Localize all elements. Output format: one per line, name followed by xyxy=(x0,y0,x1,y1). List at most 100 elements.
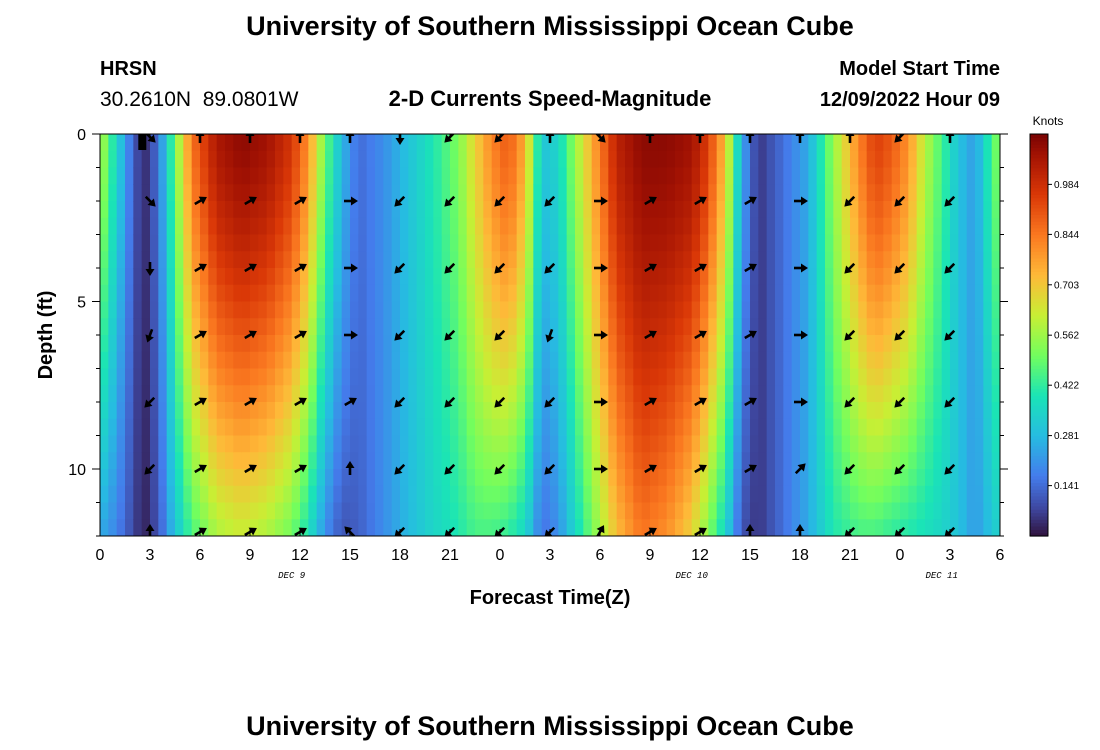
heatmap-cell xyxy=(991,485,1000,504)
heatmap-cell xyxy=(366,402,376,420)
heatmap-cell xyxy=(958,351,968,370)
colorbar-segment xyxy=(1030,281,1048,286)
heatmap-cell xyxy=(858,418,868,437)
heatmap-cell xyxy=(708,134,718,152)
colorbar-segment xyxy=(1030,525,1048,530)
heatmap-cell xyxy=(300,167,309,185)
heatmap-cell xyxy=(350,251,359,269)
heatmap-cell xyxy=(250,150,259,169)
heatmap-cell xyxy=(583,284,593,303)
heatmap-cell xyxy=(400,201,409,219)
heatmap-cell xyxy=(166,284,176,303)
heatmap-cell xyxy=(808,402,818,420)
current-arrow xyxy=(944,329,956,341)
heatmap-cell xyxy=(266,502,276,520)
heatmap-cell xyxy=(108,150,118,169)
heatmap-cell xyxy=(425,502,434,520)
heatmap-cell xyxy=(775,217,784,236)
heatmap-cell xyxy=(550,268,559,286)
heatmap-cell xyxy=(725,301,734,319)
y-tick-label: 10 xyxy=(68,462,86,479)
current-arrow xyxy=(494,396,506,408)
heatmap-cell xyxy=(316,402,326,420)
heatmap-cell xyxy=(725,402,734,420)
heatmap-cell xyxy=(808,134,818,152)
heatmap-cell xyxy=(683,268,693,286)
heatmap-cell xyxy=(983,368,993,386)
heatmap-cell xyxy=(308,318,318,336)
heatmap-cell xyxy=(591,418,601,437)
heatmap-cell xyxy=(658,368,668,386)
heatmap-cell xyxy=(775,318,784,336)
heatmap-cell xyxy=(950,201,959,219)
heatmap-cell xyxy=(233,217,243,236)
heatmap-cell xyxy=(433,167,443,185)
heatmap-cell xyxy=(241,402,251,420)
heatmap-cell xyxy=(391,418,401,437)
heatmap-cell xyxy=(441,368,451,386)
heatmap-cell xyxy=(566,485,576,504)
heatmap-cell xyxy=(558,150,568,169)
heatmap-cell xyxy=(725,150,734,169)
heatmap-cell xyxy=(575,435,584,453)
heatmap-cell xyxy=(433,301,443,319)
current-arrow xyxy=(344,526,356,536)
heatmap-cell xyxy=(575,201,584,219)
heatmap-cell xyxy=(966,150,976,169)
heatmap-cell xyxy=(291,519,301,536)
heatmap-cell xyxy=(308,469,318,487)
heatmap-cell xyxy=(716,234,726,252)
heatmap-cell xyxy=(458,217,468,236)
heatmap-cell xyxy=(933,351,943,370)
heatmap-cell xyxy=(950,184,959,202)
heatmap-cell xyxy=(291,351,301,370)
heatmap-cell xyxy=(725,519,734,536)
heatmap-cell xyxy=(941,385,951,403)
heatmap-cell xyxy=(375,418,384,437)
heatmap-cell xyxy=(700,268,709,286)
heatmap-cell xyxy=(108,385,118,403)
heatmap-cell xyxy=(116,519,126,536)
heatmap-cell xyxy=(516,452,526,470)
colorbar-segment xyxy=(1030,254,1048,259)
heatmap-cell xyxy=(541,167,551,185)
heatmap-cell xyxy=(633,335,643,353)
heatmap-cell xyxy=(716,418,726,437)
heatmap-cell xyxy=(850,184,859,202)
heatmap-cell xyxy=(725,502,734,520)
heatmap-cell xyxy=(375,201,384,219)
x-tick-label: 21 xyxy=(841,547,859,564)
heatmap-cell xyxy=(950,368,959,386)
heatmap-cell xyxy=(641,418,651,437)
current-arrow xyxy=(444,396,456,408)
heatmap-cell xyxy=(766,368,776,386)
heatmap-cell xyxy=(225,167,234,185)
heatmap-cell xyxy=(133,368,143,386)
heatmap-cell xyxy=(991,184,1000,202)
heatmap-cell xyxy=(216,402,226,420)
heatmap-cell xyxy=(233,485,243,504)
heatmap-cell xyxy=(541,335,551,353)
heatmap-cell xyxy=(500,268,509,286)
heatmap-cell xyxy=(333,167,343,185)
heatmap-cell xyxy=(591,452,601,470)
heatmap-cell xyxy=(391,402,401,420)
heatmap-cell xyxy=(216,268,226,286)
heatmap-cell xyxy=(216,134,226,152)
heatmap-cell xyxy=(741,318,751,336)
heatmap-cell xyxy=(516,251,526,269)
heatmap-cell xyxy=(550,217,559,236)
heatmap-cell xyxy=(483,268,493,286)
heatmap-cell xyxy=(266,234,276,252)
heatmap-cell xyxy=(641,150,651,169)
heatmap-cell xyxy=(266,150,276,169)
heatmap-cell xyxy=(591,268,601,286)
heatmap-cell xyxy=(883,268,893,286)
heatmap-cell xyxy=(283,418,293,437)
heatmap-cell xyxy=(941,519,951,536)
heatmap-cell xyxy=(375,469,384,487)
heatmap-cell xyxy=(708,301,718,319)
colorbar-segment xyxy=(1030,502,1048,507)
heatmap-cell xyxy=(200,418,209,437)
heatmap-cell xyxy=(508,150,518,169)
